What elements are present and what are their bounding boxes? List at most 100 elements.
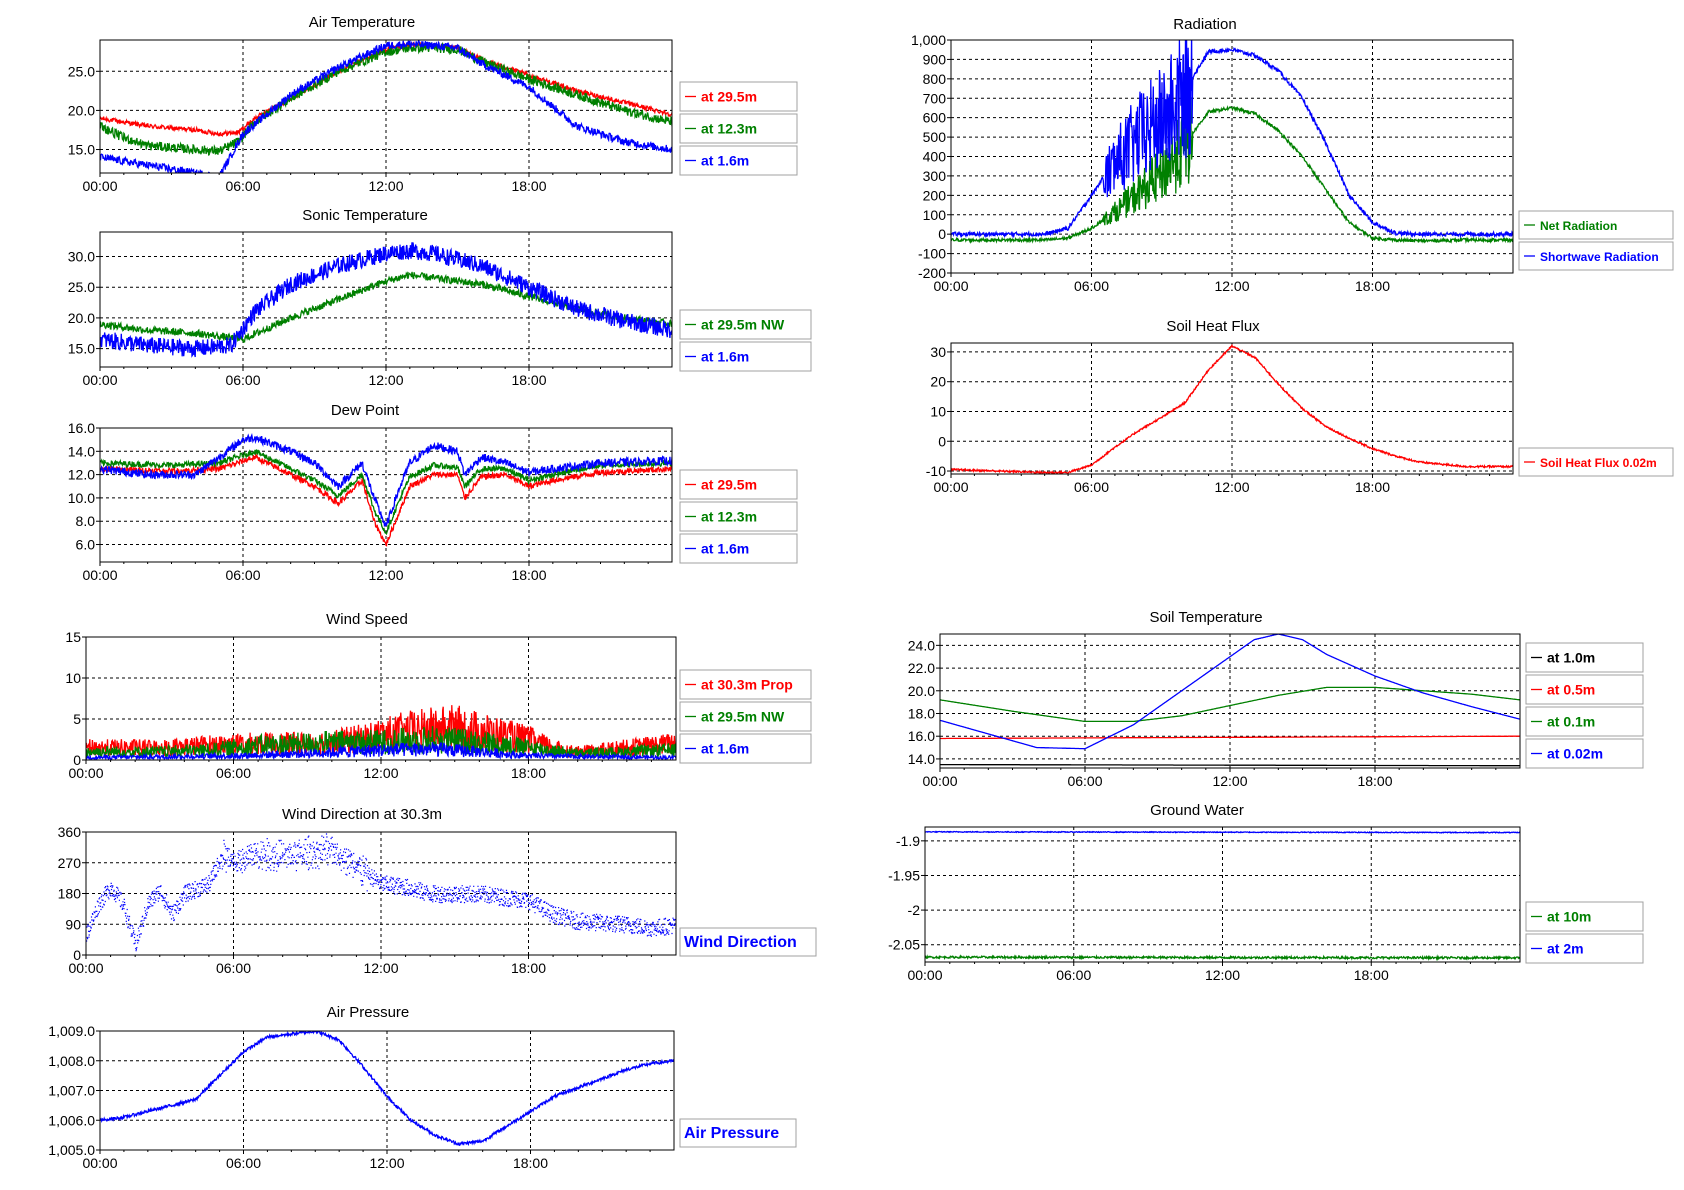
sonic-temperature-legend-at-29-5m-nw: at 29.5m NW — [679, 309, 812, 340]
air-temperature-ytick-label: 20.0 — [68, 102, 95, 118]
wind-direction-ytick-label: 360 — [58, 824, 82, 840]
radiation-ytick-label: -200 — [918, 265, 946, 281]
air-pressure-ytick-label: 1,005.0 — [48, 1142, 95, 1158]
wind-direction-xtick-label: 18:00 — [511, 960, 546, 976]
soil-temperature-ytick-label: 18.0 — [908, 705, 935, 721]
dew-point-xtick-label: 12:00 — [368, 567, 403, 583]
air-pressure-line-air-pressure — [100, 1031, 674, 1147]
dew-point-legend-at-1-6m: at 1.6m — [679, 533, 798, 564]
wind-speed-xtick-label: 12:00 — [363, 765, 398, 781]
wind-speed-legend-box — [679, 733, 812, 764]
air-temperature-legend-label: at 29.5m — [701, 89, 757, 105]
dew-point-legend-box — [679, 501, 798, 532]
air-temperature-ytick-label: 15.0 — [68, 142, 95, 158]
wind-speed-line-at-1-6m — [86, 742, 676, 760]
radiation-line-shortwave-radiation — [951, 40, 1513, 239]
sonic-temperature-ytick-label: 15.0 — [68, 341, 95, 357]
radiation-ytick-label: -100 — [918, 246, 946, 262]
sonic-temperature-legend-label: at 1.6m — [701, 349, 749, 365]
sonic-temperature-ytick-label: 20.0 — [68, 310, 95, 326]
ground-water-legend-label: at 10m — [1547, 909, 1591, 925]
soil-temperature-line-at-0-02m — [940, 634, 1520, 750]
radiation-legend-shortwave-radiation: Shortwave Radiation — [1518, 241, 1674, 271]
wind-speed-legend-box — [679, 701, 812, 732]
radiation-legend-label: Shortwave Radiation — [1540, 250, 1659, 264]
soil-temperature-xtick-label: 18:00 — [1357, 773, 1392, 789]
soil-heat-flux-line-soil-heat-flux-0-02m — [951, 343, 1513, 474]
air-pressure-ytick-label: 1,006.0 — [48, 1112, 95, 1128]
soil-temperature-chart: Soil Temperature 00:00 06:00 12:00 18:00 14.0… — [908, 609, 1644, 789]
dew-point-series-group — [100, 432, 672, 547]
air-temperature-legend-at-29-5m: at 29.5m — [679, 81, 798, 112]
air-pressure-chart: Air Pressure 00:00 06:00 12:00 18:00 1,005.0 1… — [48, 1004, 797, 1171]
radiation-ytick-label: 200 — [923, 187, 947, 203]
air-pressure-ytick-label: 1,007.0 — [48, 1083, 95, 1099]
sonic-temperature-ytick-label: 25.0 — [68, 279, 95, 295]
dew-point-legend-at-29-5m: at 29.5m — [679, 469, 798, 500]
wind-direction-frame — [85, 831, 677, 956]
air-pressure-ytick-label: 1,008.0 — [48, 1053, 95, 1069]
air-temperature-legend-at-12-3m: at 12.3m — [679, 113, 798, 144]
soil-temperature-legend-box — [1525, 706, 1644, 737]
air-pressure-xtick-label: 06:00 — [226, 1155, 261, 1171]
ground-water-frame — [924, 826, 1521, 963]
soil-heat-flux-legend-label: Soil Heat Flux 0.02m — [1540, 456, 1657, 470]
dew-point-legend-label: at 29.5m — [701, 477, 757, 493]
soil-heat-flux-ytick-label: 30 — [930, 344, 946, 360]
wind-speed-xtick-label: 18:00 — [511, 765, 546, 781]
radiation-ytick-label: 800 — [923, 71, 947, 87]
soil-temperature-legend-at-0-1m: at 0.1m — [1525, 706, 1644, 737]
wind-speed-legend-box — [679, 669, 812, 700]
air-pressure-legend-label: Air Pressure — [684, 1125, 779, 1142]
wind-speed-legend-at-29-5m-nw: at 29.5m NW — [679, 701, 812, 732]
dew-point-ytick-label: 8.0 — [76, 513, 96, 529]
wind-direction-chart: Wind Direction at 30.3m 00:00 06:00 12:00 18… — [58, 806, 817, 976]
ground-water-ytick-label: -1.9 — [896, 833, 920, 849]
air-temperature-legend-box — [679, 145, 798, 176]
sonic-temperature-legend-box — [679, 341, 812, 372]
wind-speed-legend-label: at 30.3m Prop — [701, 677, 793, 693]
ground-water-xtick-label: 12:00 — [1205, 967, 1240, 983]
soil-temperature-ytick-label: 16.0 — [908, 728, 935, 744]
dew-point-title: Dew Point — [331, 402, 400, 419]
air-temperature-legend-box — [679, 81, 798, 112]
sonic-temperature-xtick-label: 00:00 — [82, 372, 117, 388]
soil-temperature-legend-box — [1525, 738, 1644, 769]
soil-heat-flux-ytick-label: 10 — [930, 403, 946, 419]
ground-water-xtick-label: 18:00 — [1354, 967, 1389, 983]
radiation-legend-box — [1518, 210, 1674, 240]
ground-water-ytick-label: -2.05 — [888, 937, 920, 953]
soil-heat-flux-ytick-label: -10 — [926, 463, 946, 479]
sonic-temperature-ytick-label: 30.0 — [68, 249, 95, 265]
wind-speed-legend-label: at 1.6m — [701, 741, 749, 757]
air-pressure-xtick-label: 18:00 — [513, 1155, 548, 1171]
air-pressure-ytick-label: 1,009.0 — [48, 1023, 95, 1039]
soil-heat-flux-chart: Soil Heat Flux 00:00 06:00 12:00 18:00 -10 0 10… — [926, 318, 1674, 495]
wind-direction-legend-label: Wind Direction — [684, 934, 797, 951]
air-temperature-line-at-1-6m — [100, 40, 672, 173]
soil-heat-flux-series-group — [951, 343, 1513, 474]
wind-speed-series-group — [86, 705, 676, 760]
ground-water-xtick-label: 06:00 — [1056, 967, 1091, 983]
air-pressure-series-group — [100, 1031, 674, 1147]
air-temperature-legend-label: at 1.6m — [701, 153, 749, 169]
air-pressure-legend-box — [679, 1118, 797, 1148]
air-pressure-xtick-label: 12:00 — [369, 1155, 404, 1171]
radiation-legend-net-radiation: Net Radiation — [1518, 210, 1674, 240]
soil-temperature-ytick-label: 22.0 — [908, 660, 935, 676]
sonic-temperature-legend-at-1-6m: at 1.6m — [679, 341, 812, 372]
dew-point-xtick-label: 18:00 — [511, 567, 546, 583]
wind-direction-ytick-label: 0 — [73, 947, 81, 963]
air-pressure-frame — [99, 1030, 675, 1151]
air-temperature-frame — [99, 39, 673, 174]
soil-temperature-xtick-label: 12:00 — [1212, 773, 1247, 789]
ground-water-legend-box — [1525, 933, 1644, 964]
dew-point-ytick-label: 12.0 — [68, 467, 95, 483]
wind-direction-legend-box — [679, 927, 817, 957]
ground-water-legend-at-10m: at 10m — [1525, 901, 1644, 932]
soil-temperature-legend-box — [1525, 674, 1644, 705]
wind-speed-legend-at-30-3m-prop: at 30.3m Prop — [679, 669, 812, 700]
wind-speed-frame — [85, 636, 677, 761]
radiation-ytick-label: 400 — [923, 149, 947, 165]
radiation-ytick-label: 500 — [923, 129, 947, 145]
